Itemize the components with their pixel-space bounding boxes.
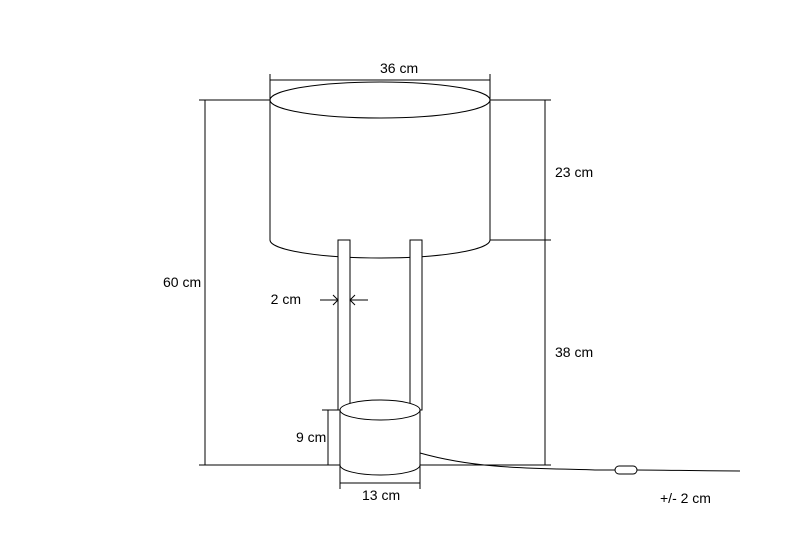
dim-base-width: 13 cm (340, 477, 420, 503)
dim-shade-height: 23 cm (539, 100, 593, 240)
dim-shade-height-label: 23 cm (555, 164, 593, 180)
lamp-posts (338, 240, 422, 410)
dim-post-thickness: 2 cm (271, 291, 368, 307)
lamp-shade (270, 82, 490, 258)
dim-total-height: 60 cm (163, 100, 211, 465)
power-cord (420, 453, 740, 474)
dim-top-width-label: 36 cm (380, 60, 418, 76)
dim-stem-height-label: 38 cm (555, 344, 593, 360)
cord-switch (615, 466, 637, 474)
dim-total-height-label: 60 cm (163, 274, 201, 290)
lamp-base (340, 400, 420, 475)
dim-base-height-label: 9 cm (296, 429, 326, 445)
tolerance-note: +/- 2 cm (660, 490, 711, 506)
dim-base-height: 9 cm (296, 410, 334, 465)
dim-stem-height: 38 cm (539, 240, 593, 465)
dim-base-width-label: 13 cm (362, 487, 400, 503)
dim-post-thickness-label: 2 cm (271, 291, 301, 307)
